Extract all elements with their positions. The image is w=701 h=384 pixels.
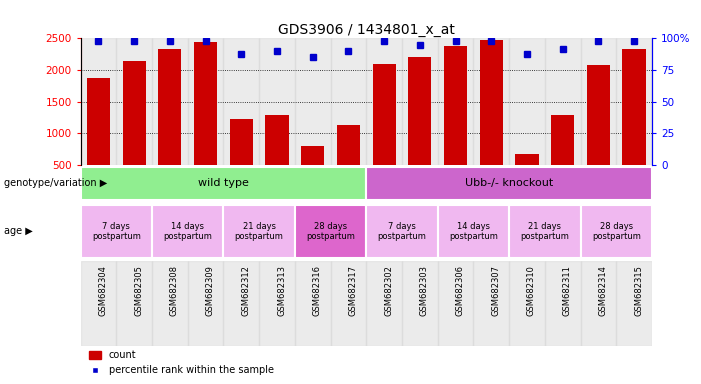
Bar [152, 261, 188, 346]
Bar [81, 38, 116, 165]
Bar [224, 261, 259, 346]
Text: 28 days
postpartum: 28 days postpartum [592, 222, 641, 241]
Bar [408, 58, 431, 165]
Bar [509, 38, 545, 165]
Bar [402, 38, 437, 165]
Bar [479, 40, 503, 165]
Text: GSM682303: GSM682303 [420, 265, 429, 316]
Legend: count, percentile rank within the sample: count, percentile rank within the sample [86, 346, 278, 379]
Bar [331, 261, 366, 346]
Bar [259, 38, 295, 165]
Bar [295, 261, 331, 346]
Text: genotype/variation ▶: genotype/variation ▶ [4, 178, 107, 189]
Bar [622, 48, 646, 165]
Bar [81, 261, 116, 346]
Bar [444, 46, 467, 165]
Text: GSM682307: GSM682307 [491, 265, 501, 316]
Text: GSM682309: GSM682309 [205, 265, 215, 316]
Text: GSM682304: GSM682304 [98, 265, 107, 316]
Text: GSM682310: GSM682310 [527, 265, 536, 316]
Text: GSM682311: GSM682311 [563, 265, 571, 316]
Bar [366, 205, 437, 258]
Bar [152, 38, 188, 165]
Bar [266, 115, 289, 165]
Text: Ubb-/- knockout: Ubb-/- knockout [465, 178, 553, 189]
Text: GSM682314: GSM682314 [599, 265, 607, 316]
Text: GSM682313: GSM682313 [277, 265, 286, 316]
Text: GSM682305: GSM682305 [134, 265, 143, 316]
Bar [194, 41, 217, 165]
Bar [158, 49, 182, 165]
Bar [366, 167, 652, 200]
Bar [116, 261, 152, 346]
Text: GSM682315: GSM682315 [634, 265, 643, 316]
Text: age ▶: age ▶ [4, 226, 32, 237]
Bar [81, 205, 152, 258]
Bar [259, 261, 295, 346]
Text: GSM682317: GSM682317 [348, 265, 358, 316]
Text: GSM682308: GSM682308 [170, 265, 179, 316]
Bar [87, 78, 110, 165]
Bar [116, 38, 152, 165]
Text: 28 days
postpartum: 28 days postpartum [306, 222, 355, 241]
Bar [152, 205, 224, 258]
Text: 7 days
postpartum: 7 days postpartum [378, 222, 426, 241]
Text: 14 days
postpartum: 14 days postpartum [449, 222, 498, 241]
Text: 14 days
postpartum: 14 days postpartum [163, 222, 212, 241]
Bar [509, 261, 545, 346]
Bar [295, 38, 331, 165]
Bar [188, 261, 224, 346]
Bar [366, 261, 402, 346]
Bar [509, 205, 580, 258]
Text: wild type: wild type [198, 178, 249, 189]
Bar [402, 261, 437, 346]
Bar [616, 38, 652, 165]
Bar [473, 261, 509, 346]
Bar [331, 38, 366, 165]
Text: GSM682312: GSM682312 [241, 265, 250, 316]
Text: GSM682302: GSM682302 [384, 265, 393, 316]
Bar [551, 115, 574, 165]
Bar [545, 261, 580, 346]
Bar [437, 261, 473, 346]
Bar [366, 38, 402, 165]
Bar [437, 205, 509, 258]
Bar [587, 65, 610, 165]
Bar [123, 61, 146, 165]
Bar [372, 65, 396, 165]
Text: GSM682306: GSM682306 [456, 265, 465, 316]
Bar [81, 167, 366, 200]
Bar [515, 154, 538, 165]
Bar [230, 119, 253, 165]
Bar [437, 38, 473, 165]
Bar [545, 38, 580, 165]
Bar [224, 38, 259, 165]
Bar [301, 146, 325, 165]
Title: GDS3906 / 1434801_x_at: GDS3906 / 1434801_x_at [278, 23, 455, 37]
Bar [188, 38, 224, 165]
Bar [295, 205, 366, 258]
Bar [336, 125, 360, 165]
Bar [580, 261, 616, 346]
Bar [473, 38, 509, 165]
Bar [580, 38, 616, 165]
Bar [616, 261, 652, 346]
Text: 7 days
postpartum: 7 days postpartum [92, 222, 141, 241]
Text: 21 days
postpartum: 21 days postpartum [520, 222, 569, 241]
Text: GSM682316: GSM682316 [313, 265, 322, 316]
Text: 21 days
postpartum: 21 days postpartum [235, 222, 284, 241]
Bar [580, 205, 652, 258]
Bar [224, 205, 295, 258]
